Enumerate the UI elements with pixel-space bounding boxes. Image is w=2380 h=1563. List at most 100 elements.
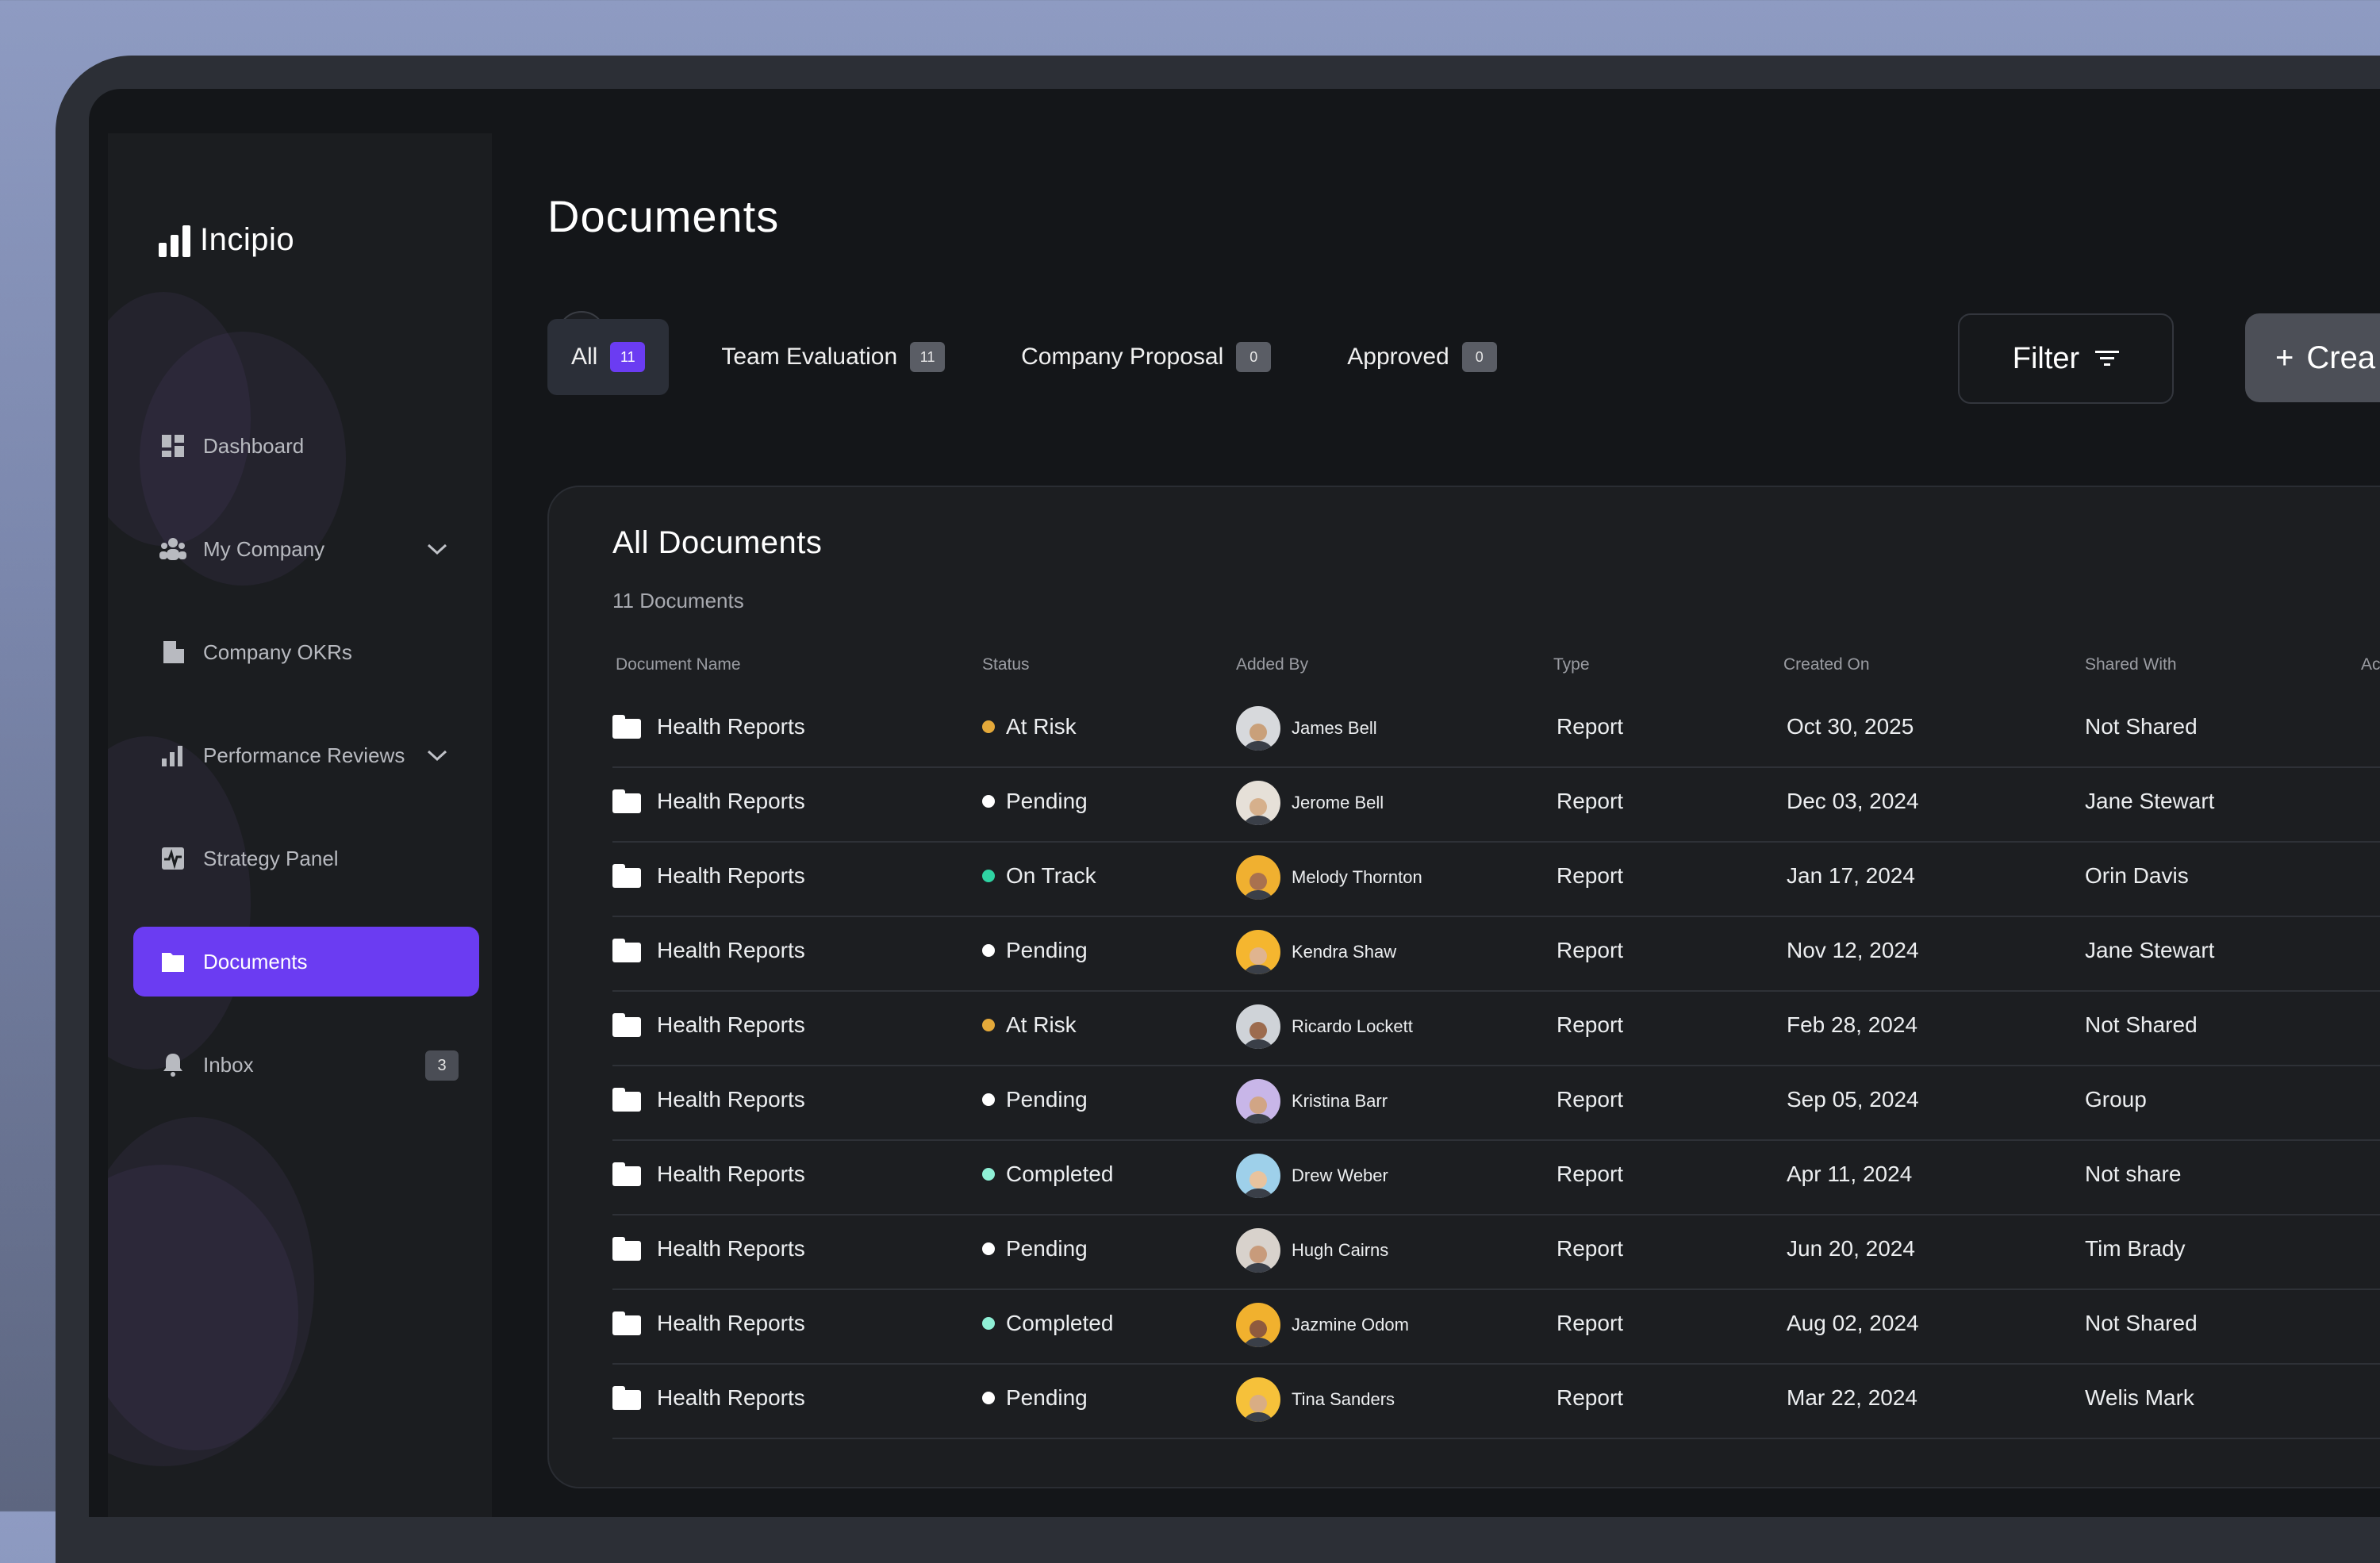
- added-by-name: James Bell: [1292, 718, 1377, 738]
- filter-button[interactable]: Filter: [1958, 313, 2174, 404]
- tab-company-proposal[interactable]: Company Proposal 0: [997, 319, 1295, 395]
- added-by-name: Hugh Cairns: [1292, 1240, 1389, 1260]
- table-row[interactable]: Health Reports Completed Drew Weber Report A…: [612, 1141, 2380, 1215]
- shared-with-cell: Not Shared: [2085, 1012, 2198, 1037]
- sidebar-item-inbox[interactable]: Inbox 3: [133, 1030, 479, 1100]
- tab-label: All: [571, 344, 598, 370]
- column-header-created-on[interactable]: Created On: [1783, 655, 1870, 674]
- type-cell: Report: [1557, 938, 1624, 962]
- column-header-type[interactable]: Type: [1553, 655, 1590, 674]
- document-name-cell[interactable]: Health Reports: [612, 1236, 805, 1262]
- bar-chart-icon: [159, 741, 187, 770]
- status-text: On Track: [1006, 863, 1096, 888]
- type-cell: Report: [1557, 1311, 1624, 1335]
- avatar: [1236, 1154, 1280, 1198]
- tab-team-evaluation[interactable]: Team Evaluation 11: [697, 319, 969, 395]
- chevron-down-icon[interactable]: [427, 536, 447, 561]
- document-name-cell[interactable]: Health Reports: [612, 714, 805, 739]
- status-dot: [982, 1019, 995, 1031]
- added-by-name: Kristina Barr: [1292, 1091, 1388, 1111]
- folder-icon: [612, 715, 641, 739]
- table-row[interactable]: Health Reports Pending Jerome Bell Report De…: [612, 768, 2380, 843]
- added-by-cell: Jazmine Odom: [1236, 1303, 1409, 1347]
- app-logo[interactable]: Incipio: [159, 222, 294, 258]
- document-name-cell[interactable]: Health Reports: [612, 1012, 805, 1038]
- create-label: Crea: [2306, 340, 2376, 375]
- table-row[interactable]: Health Reports Pending Kendra Shaw Report No…: [612, 917, 2380, 992]
- folder-icon: [612, 1013, 641, 1037]
- folder-icon: [612, 1311, 641, 1335]
- tab-all[interactable]: All 11: [547, 319, 670, 395]
- added-by-name: Ricardo Lockett: [1292, 1016, 1413, 1036]
- column-header-added-by[interactable]: Added By: [1236, 655, 1309, 674]
- document-name-cell[interactable]: Health Reports: [612, 1311, 805, 1336]
- status-dot: [982, 944, 995, 957]
- avatar: [1236, 1228, 1280, 1273]
- sidebar-item-strategy-panel[interactable]: Strategy Panel: [133, 824, 479, 893]
- type-cell: Report: [1557, 1385, 1624, 1410]
- added-by-cell: Drew Weber: [1236, 1154, 1388, 1198]
- column-header-document-name[interactable]: Document Name: [616, 655, 741, 674]
- avatar: [1236, 930, 1280, 974]
- document-name-cell[interactable]: Health Reports: [612, 1087, 805, 1112]
- inbox-count-badge: 3: [425, 1050, 459, 1081]
- status-dot: [982, 795, 995, 808]
- shared-with-cell: Not Shared: [2085, 714, 2198, 739]
- sidebar-item-label: Dashboard: [203, 433, 305, 458]
- team-icon: [159, 535, 187, 563]
- avatar: [1236, 1079, 1280, 1123]
- document-name-cell[interactable]: Health Reports: [612, 789, 805, 814]
- folder-icon: [612, 1386, 641, 1410]
- added-by-name: Melody Thornton: [1292, 867, 1422, 887]
- avatar: [1236, 1004, 1280, 1049]
- table-row[interactable]: Health Reports Pending Hugh Cairns Report Ju…: [612, 1215, 2380, 1290]
- document-name-cell[interactable]: Health Reports: [612, 1162, 805, 1187]
- type-cell: Report: [1557, 863, 1624, 888]
- folder-icon: [159, 947, 187, 976]
- create-button[interactable]: + Crea: [2245, 313, 2380, 402]
- app-name: Incipio: [200, 222, 295, 257]
- sidebar-item-company-okrs[interactable]: Company OKRs: [133, 617, 479, 687]
- decorative-blob: [108, 292, 251, 546]
- sidebar-item-my-company[interactable]: My Company: [133, 514, 479, 584]
- table-row[interactable]: Health Reports At Risk Ricardo Lockett Repo…: [612, 992, 2380, 1066]
- status-dot: [982, 1168, 995, 1181]
- created-on-cell: Aug 02, 2024: [1787, 1311, 1919, 1335]
- column-header-shared-with[interactable]: Shared With: [2085, 655, 2177, 674]
- document-name: Health Reports: [657, 1385, 805, 1410]
- added-by-name: Jerome Bell: [1292, 793, 1384, 812]
- decorative-blob: [108, 1117, 314, 1450]
- sidebar-item-documents[interactable]: Documents: [133, 927, 479, 997]
- document-name-cell[interactable]: Health Reports: [612, 938, 805, 963]
- status-dot: [982, 1392, 995, 1404]
- sidebar-nav: Dashboard My Company Company OKRs Performan…: [133, 411, 479, 1133]
- status-dot: [982, 720, 995, 733]
- added-by-cell: Ricardo Lockett: [1236, 1004, 1413, 1049]
- sidebar-item-performance-reviews[interactable]: Performance Reviews: [133, 720, 479, 790]
- documents-card: All Documents 11 Documents Document Name…: [547, 486, 2380, 1488]
- table-row[interactable]: Health Reports Pending Kristina Barr Report…: [612, 1066, 2380, 1141]
- document-name: Health Reports: [657, 1311, 805, 1335]
- avatar: [1236, 706, 1280, 751]
- shared-with-cell: Tim Brady: [2085, 1236, 2186, 1261]
- table-header: Document Name Status Added By Type Creat…: [549, 655, 2380, 687]
- table-row[interactable]: Health Reports On Track Melody Thornton Rep…: [612, 843, 2380, 917]
- document-name-cell[interactable]: Health Reports: [612, 1385, 805, 1411]
- dashboard-icon: [159, 432, 187, 460]
- column-header-status[interactable]: Status: [982, 655, 1030, 674]
- table-row[interactable]: Health Reports At Risk James Bell Report Oct…: [612, 693, 2380, 768]
- sidebar-item-label: Documents: [203, 949, 308, 974]
- table-row[interactable]: Health Reports Completed Jazmine Odom Repor…: [612, 1290, 2380, 1365]
- sidebar-item-dashboard[interactable]: Dashboard: [133, 411, 479, 481]
- tab-approved[interactable]: Approved 0: [1323, 319, 1520, 395]
- document-name-cell[interactable]: Health Reports: [612, 863, 805, 889]
- shared-with-cell: Not share: [2085, 1162, 2182, 1186]
- created-on-cell: Oct 30, 2025: [1787, 714, 1914, 739]
- sidebar-item-label: Inbox: [203, 1052, 254, 1077]
- column-header-actions[interactable]: Ac: [2361, 655, 2380, 674]
- status-cell: Pending: [982, 1087, 1088, 1112]
- chevron-down-icon[interactable]: [427, 743, 447, 767]
- table-row[interactable]: Health Reports Pending Tina Sanders Report M…: [612, 1365, 2380, 1439]
- added-by-cell: Hugh Cairns: [1236, 1228, 1388, 1273]
- added-by-cell: Melody Thornton: [1236, 855, 1422, 900]
